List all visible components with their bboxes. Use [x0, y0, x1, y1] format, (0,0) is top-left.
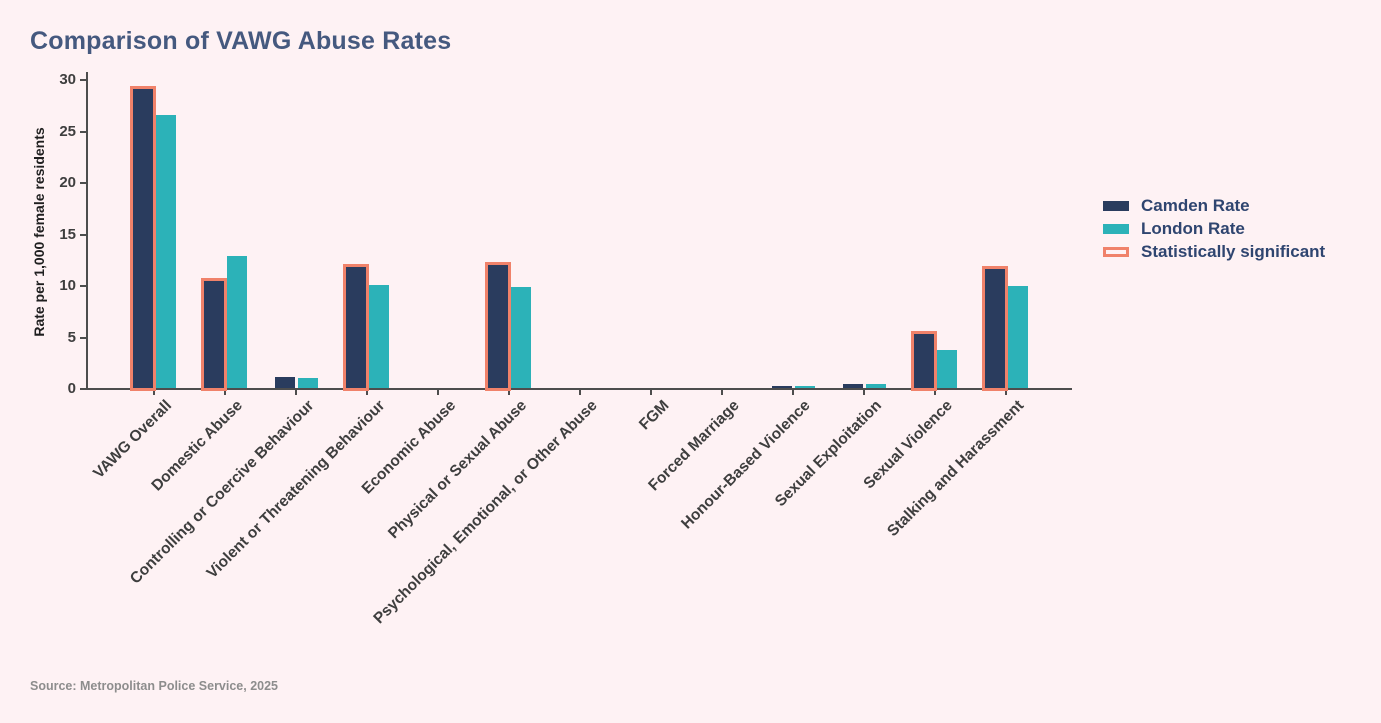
chart-title: Comparison of VAWG Abuse Rates	[30, 27, 452, 55]
legend-label: Camden Rate	[1141, 195, 1250, 215]
x-category-label: Honour-Based Violence	[678, 397, 815, 533]
x-category-label: Physical or Sexual Abuse	[384, 397, 531, 543]
y-tick-label: 30	[59, 71, 76, 88]
x-category-label: Stalking and Harassment	[884, 397, 1028, 540]
legend-swatch-significant-outline	[1103, 246, 1129, 257]
y-tick-label: 20	[59, 174, 76, 191]
legend-item-london-rate: London Rate	[1103, 217, 1325, 240]
y-tick-label: 15	[59, 225, 76, 243]
bar-camden-domestic-abuse	[201, 277, 227, 391]
y-tick-mark	[80, 182, 87, 184]
bar-london-sexual-violence	[937, 349, 957, 388]
legend-swatch-camden-filled	[1103, 200, 1129, 211]
bar-camden-physical-or-sexual-abuse	[485, 262, 511, 391]
x-tick-mark	[792, 389, 794, 395]
y-tick-mark	[80, 336, 87, 339]
bar-london-vawg-overall	[156, 115, 176, 388]
bar-camden-vawg-overall	[130, 86, 156, 391]
legend: Camden Rate London Rate Statistically sign…	[1103, 194, 1325, 263]
x-tick-mark	[650, 389, 652, 395]
y-tick-mark	[80, 79, 87, 81]
y-tick-mark	[80, 285, 87, 287]
x-tick-mark	[508, 389, 510, 395]
y-tick-label: 0	[67, 380, 76, 397]
bar-camden-violent-or-threatening-behaviour	[343, 264, 369, 391]
bar-london-domestic-abuse	[227, 256, 247, 388]
x-tick-mark	[863, 389, 865, 395]
bar-camden-sexual-exploitation	[843, 383, 863, 388]
bar-london-sexual-exploitation	[866, 384, 886, 388]
x-tick-mark	[721, 389, 723, 395]
legend-item-statistically-significant: Statistically significant	[1103, 240, 1325, 263]
y-tick-mark	[80, 388, 87, 390]
y-tick-label: 25	[59, 122, 76, 140]
source-note: Source: Metropolitan Police Service, 202…	[30, 679, 279, 693]
legend-swatch-london-filled	[1103, 223, 1129, 234]
x-tick-mark	[934, 389, 936, 395]
x-tick-mark	[224, 389, 226, 395]
bar-camden-stalking-and-harassment	[982, 265, 1008, 391]
y-tick-mark	[80, 130, 87, 133]
x-tick-mark	[295, 389, 297, 395]
x-tick-mark	[579, 389, 581, 395]
y-tick-label: 10	[59, 277, 76, 294]
x-tick-mark	[437, 389, 439, 395]
bar-london-honour-based-violence	[795, 386, 815, 388]
bar-london-controlling-or-coercive-behaviour	[298, 377, 318, 388]
bar-camden-sexual-violence	[911, 331, 937, 391]
legend-label: Statistically significant	[1141, 241, 1326, 261]
x-category-label: FGM	[635, 397, 673, 434]
bar-london-stalking-and-harassment	[1008, 286, 1028, 388]
legend-item-camden-rate: Camden Rate	[1103, 194, 1325, 217]
x-tick-mark	[1005, 389, 1007, 395]
y-tick-mark	[80, 233, 87, 236]
legend-label: London Rate	[1141, 218, 1245, 238]
bar-camden-honour-based-violence	[772, 385, 792, 388]
bar-camden-controlling-or-coercive-behaviour	[275, 376, 295, 388]
y-tick-label: 5	[67, 328, 76, 346]
x-tick-mark	[153, 389, 155, 395]
bar-london-physical-or-sexual-abuse	[511, 287, 531, 388]
y-axis-line	[86, 72, 88, 390]
x-tick-mark	[366, 389, 368, 395]
bar-london-violent-or-threatening-behaviour	[369, 285, 389, 388]
